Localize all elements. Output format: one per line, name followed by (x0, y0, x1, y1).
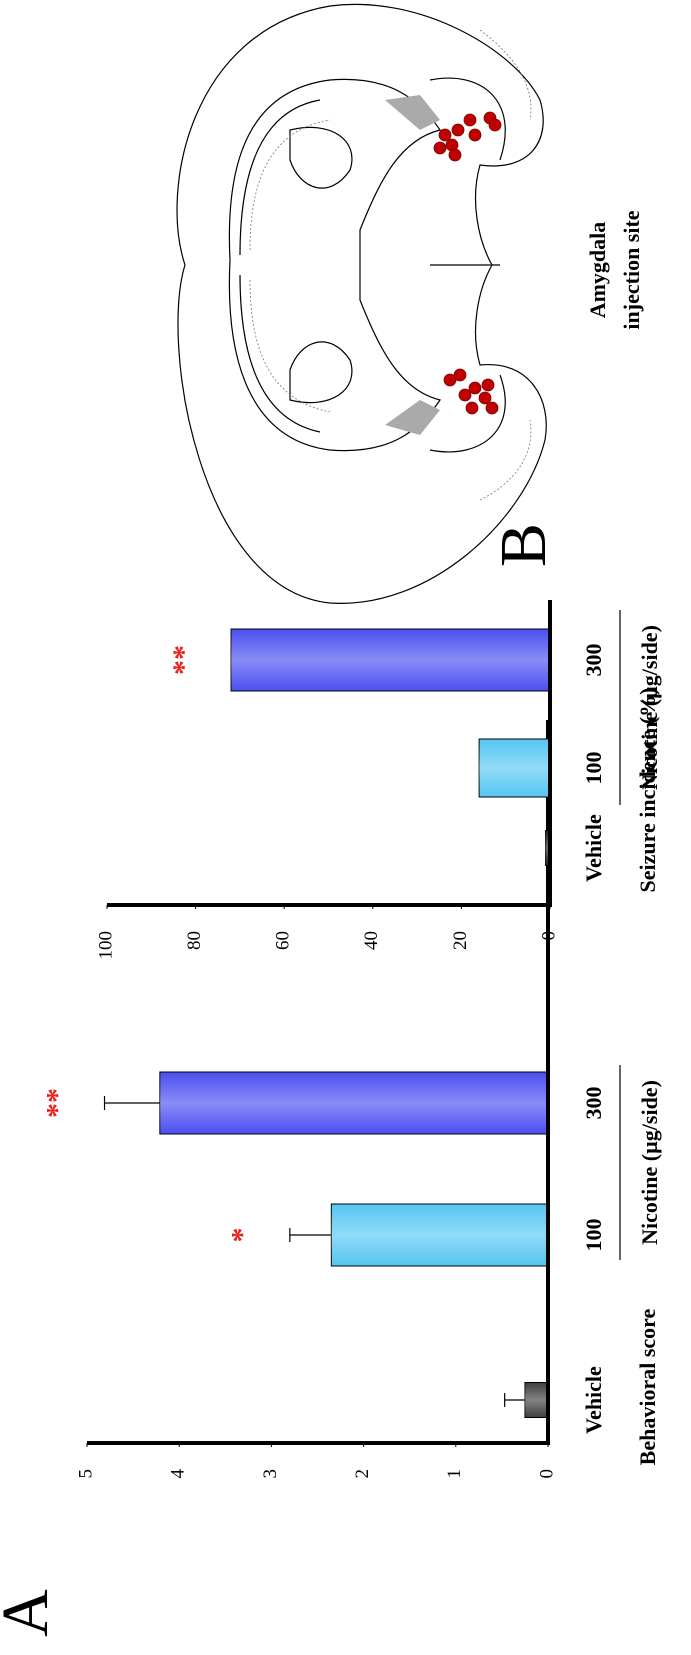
figure: A B Amygdala injection site 0 1 2 3 4 5 Behavi… (0, 0, 691, 1655)
significance-mark: ** (40, 1088, 73, 1118)
bar-shade (479, 739, 550, 797)
diagram-caption: Amygdala (585, 222, 610, 319)
diagram-caption: injection site (619, 210, 644, 329)
y-tick-label: 0 (536, 1469, 557, 1479)
x-tick-label: Vehicle (581, 1366, 606, 1434)
panel-label: B (487, 523, 560, 567)
bar-shade (231, 629, 550, 691)
rotated-panel: A B Amygdala injection site 0 1 2 3 4 5 Behavi… (0, 210, 662, 1637)
x-axis-label: Nicotine (µg/side) (637, 1080, 662, 1245)
panel-label: A (0, 1589, 62, 1637)
y-tick-label: 0 (538, 931, 559, 941)
brain-cortex (240, 100, 320, 432)
bar-shade (525, 1383, 548, 1418)
y-tick-label: 40 (361, 931, 382, 950)
y-axis-label: Behavioral score (635, 1308, 660, 1465)
x-tick-label: 100 (581, 1219, 606, 1252)
brain-diagram (177, 4, 546, 603)
y-tick-label: 3 (260, 1469, 281, 1479)
brain-inner (229, 79, 440, 450)
x-tick-label: 100 (581, 752, 606, 785)
significance-mark: * (226, 1228, 259, 1243)
x-tick-label: 300 (581, 1087, 606, 1120)
bar-shade (331, 1204, 548, 1266)
x-tick-label: 300 (581, 644, 606, 677)
y-tick-label: 2 (352, 1469, 373, 1479)
y-tick-label: 80 (184, 931, 205, 950)
y-tick-label: 1 (444, 1469, 465, 1479)
y-tick-label: 4 (168, 1469, 189, 1479)
bar-shade (160, 1072, 548, 1134)
ventricle (290, 127, 352, 402)
x-axis-label: Nicotine (µg/side) (637, 625, 662, 790)
y-tick-label: 20 (450, 931, 471, 950)
y-tick-label: 100 (95, 931, 116, 960)
y-tick-label: 5 (75, 1469, 96, 1479)
y-tick-label: 60 (273, 931, 294, 950)
significance-mark: ** (167, 645, 200, 675)
x-tick-label: Vehicle (581, 814, 606, 882)
